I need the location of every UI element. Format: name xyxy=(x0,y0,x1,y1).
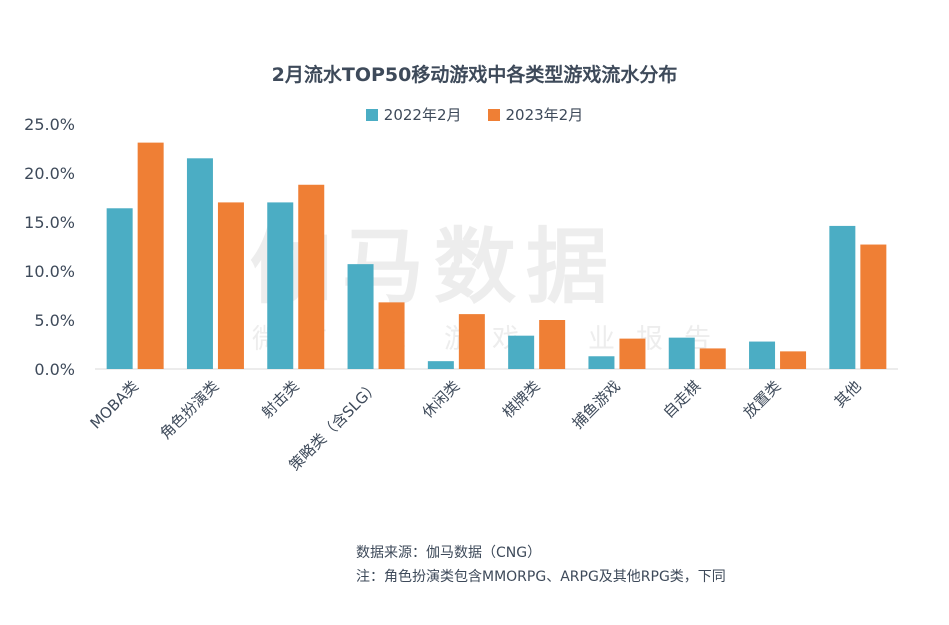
chart-title: 2月流水TOP50移动游戏中各类型游戏流水分布 xyxy=(271,64,678,86)
legend-item-2022[interactable]: 2022年2月 xyxy=(365,104,462,125)
y-tick-label: 25.0% xyxy=(24,115,75,134)
bar-2022[interactable] xyxy=(347,264,374,369)
bar-2023[interactable] xyxy=(619,338,646,369)
bar-2023[interactable] xyxy=(780,351,807,369)
bar-2023[interactable] xyxy=(860,244,887,369)
chart-legend: 2022年2月 2023年2月 xyxy=(0,104,949,125)
x-tick-label: 放置类 xyxy=(740,377,785,422)
legend-swatch-2023 xyxy=(487,108,500,121)
legend-label-2023: 2023年2月 xyxy=(505,106,584,124)
bar-2022[interactable] xyxy=(186,158,213,369)
bar-2022[interactable] xyxy=(267,202,294,369)
x-tick-label: 其他 xyxy=(831,377,865,411)
y-tick-label: 20.0% xyxy=(24,164,75,183)
bar-2022[interactable] xyxy=(508,335,535,369)
bar-2022[interactable] xyxy=(427,361,454,369)
bar-2022[interactable] xyxy=(106,208,133,369)
legend-swatch-2022 xyxy=(365,108,378,121)
y-tick-label: 5.0% xyxy=(34,311,75,330)
x-tick-label: 角色扮演类 xyxy=(157,377,223,443)
bar-2022[interactable] xyxy=(668,337,695,369)
bar-2023[interactable] xyxy=(699,348,726,369)
x-tick-label: 射击类 xyxy=(258,377,303,422)
footnote: 注：角色扮演类包含MMORPG、ARPG及其他RPG类，下同 xyxy=(356,569,726,585)
chart-footer: 数据来源：伽马数据（CNG） 注：角色扮演类包含MMORPG、ARPG及其他RP… xyxy=(356,541,726,589)
bar-2023[interactable] xyxy=(458,314,485,369)
y-tick-label: 0.0% xyxy=(34,360,75,379)
bar-2023[interactable] xyxy=(539,320,566,369)
bar-2022[interactable] xyxy=(588,356,615,369)
y-tick-label: 10.0% xyxy=(24,262,75,281)
bar-2023[interactable] xyxy=(378,302,405,369)
x-tick-label: 捕鱼游戏 xyxy=(569,377,624,432)
x-tick-label: 棋牌类 xyxy=(499,377,544,422)
source-note: 数据来源：伽马数据（CNG） xyxy=(356,545,542,561)
legend-item-2023[interactable]: 2023年2月 xyxy=(487,104,584,125)
y-tick-label: 15.0% xyxy=(24,213,75,232)
x-tick-label: 休闲类 xyxy=(419,377,464,422)
bar-2022[interactable] xyxy=(749,341,776,369)
legend-label-2022: 2022年2月 xyxy=(383,106,462,124)
x-tick-label: MOBA类 xyxy=(87,377,142,432)
bar-2023[interactable] xyxy=(217,202,244,369)
x-tick-label: 自走棋 xyxy=(660,377,705,422)
bar-2022[interactable] xyxy=(829,225,856,369)
bar-2023[interactable] xyxy=(298,184,325,369)
bar-2023[interactable] xyxy=(137,142,164,369)
bar-chart: 0.0% 5.0% 10.0% 15.0% 20.0% 25.0% MOBA类 角色扮演类 射击… xyxy=(24,115,898,474)
